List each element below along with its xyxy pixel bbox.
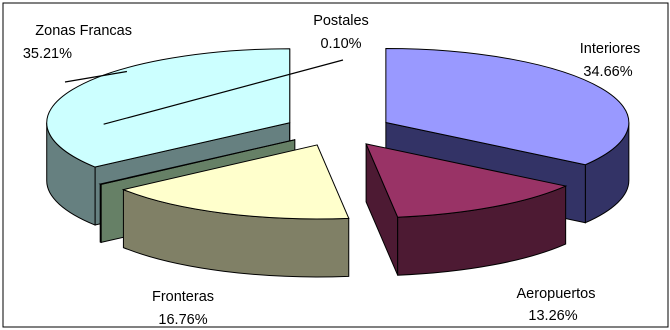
- slice-outer-wall-postales: [99, 183, 102, 244]
- slice-fronteras: [121, 144, 350, 278]
- slice-name-label-fronteras: Fronteras: [152, 289, 214, 305]
- slice-value-label-interiores: 34.66%: [583, 64, 632, 80]
- slice-name-label-interiores: Interiores: [580, 41, 640, 57]
- slices-layer: [46, 47, 630, 278]
- leader-line-zonas-francas: [64, 70, 128, 83]
- leader-lines: [64, 59, 344, 125]
- slice-value-label-postales: 0.10%: [320, 36, 361, 52]
- slice-name-label-postales: Postales: [313, 13, 369, 29]
- slice-top-interiores: [385, 47, 630, 166]
- slice-top-postales: [98, 139, 295, 185]
- slice-labels: Zonas Francas 35.21% Postales 0.10% Inte…: [23, 13, 640, 328]
- slice-aeropuertos: [365, 143, 568, 276]
- slice-value-label-aeropuertos: 13.26%: [528, 308, 577, 324]
- slice-top-zonas-francas: [46, 48, 291, 168]
- slice-name-label-aeropuertos: Aeropuertos: [517, 286, 596, 302]
- slice-name-label-zonas-francas: Zonas Francas: [35, 23, 132, 39]
- slice-value-label-zonas-francas: 35.21%: [23, 46, 72, 62]
- slice-top-fronteras: [121, 144, 350, 220]
- leader-line-postales: [103, 59, 344, 125]
- slice-value-label-fronteras: 16.76%: [158, 312, 207, 328]
- slice-top-aeropuertos: [365, 143, 568, 218]
